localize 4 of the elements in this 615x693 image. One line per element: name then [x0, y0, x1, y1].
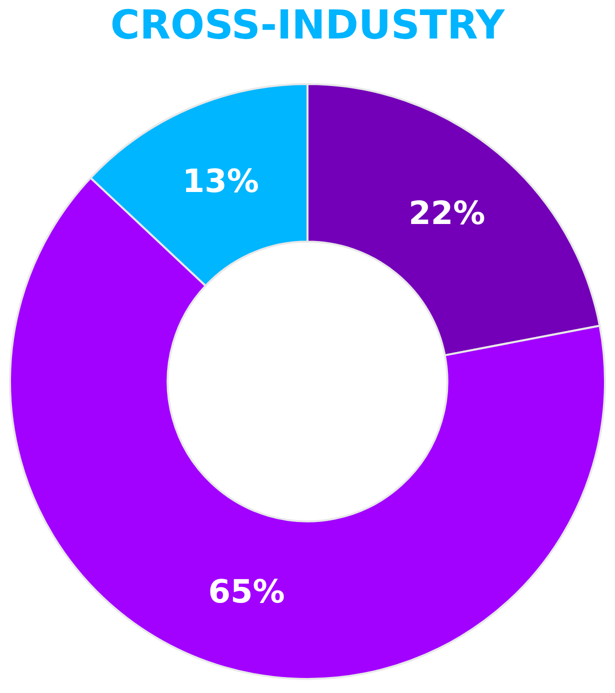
chart-title: CROSS-INDUSTRY [110, 2, 506, 48]
data-label: 13% [182, 162, 259, 200]
data-label: 22% [408, 194, 486, 232]
data-label: 65% [208, 572, 285, 610]
